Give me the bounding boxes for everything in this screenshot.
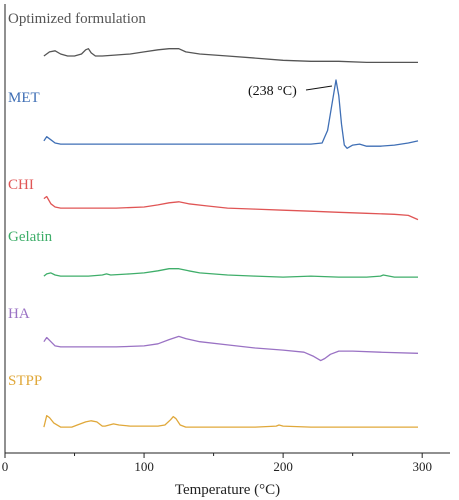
series-label-ha: HA [8, 306, 30, 322]
series-line-stpp [43, 414, 418, 428]
x-tick-label: 200 [273, 459, 293, 474]
x-tick-label: 100 [134, 459, 154, 474]
series-layer [43, 48, 419, 428]
x-axis: 0 100 200 300 Temperature (°C) [2, 4, 450, 498]
series-line-ha [43, 335, 419, 362]
x-tick-label: 300 [412, 459, 432, 474]
peak-annotation-label: (238 °C) [248, 84, 297, 99]
series-line-chi [43, 195, 419, 221]
series-label-stpp: STPP [8, 373, 42, 389]
series-label-chi: CHI [8, 177, 34, 193]
series-label-met: MET [8, 90, 40, 106]
series-line-met [43, 79, 419, 149]
series-line-gelatin [43, 268, 418, 278]
x-tick-label: 0 [2, 459, 9, 474]
peak-annotation-leader [305, 85, 333, 91]
series-label-optimized-formulation: Optimized formulation [8, 11, 146, 27]
series-line-optimized-formulation [43, 48, 418, 64]
annotation-layer: (238 °C) [248, 84, 333, 99]
series-label-layer: Optimized formulation MET CHI Gelatin HA STPP [8, 11, 146, 389]
series-label-gelatin: Gelatin [8, 229, 53, 245]
x-axis-title: Temperature (°C) [175, 482, 280, 498]
